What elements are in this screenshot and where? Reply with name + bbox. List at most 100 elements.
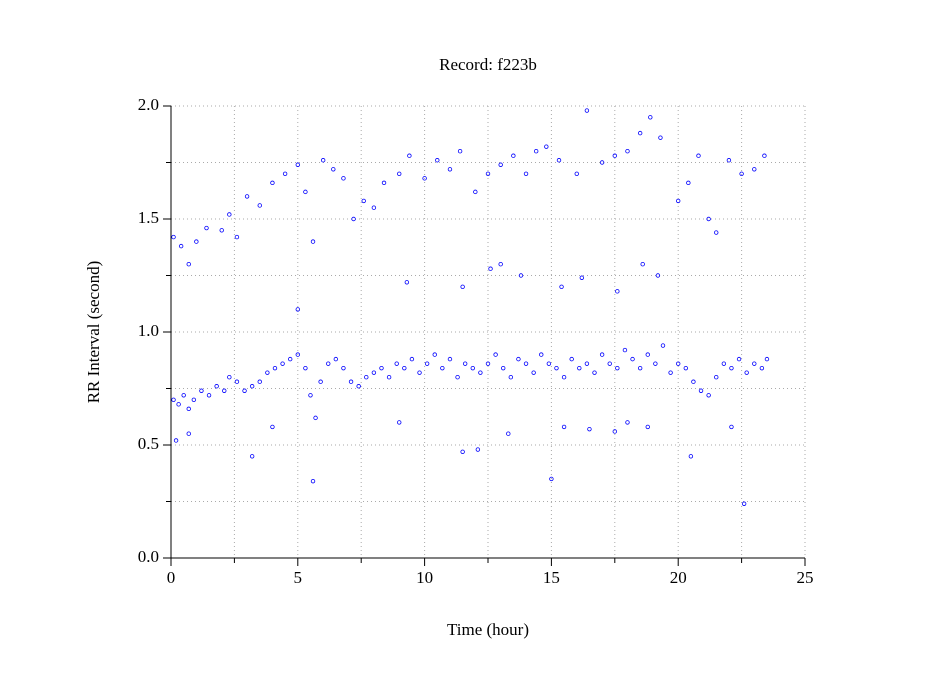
data-point — [191, 397, 197, 402]
data-point — [645, 424, 650, 430]
data-point — [204, 225, 209, 231]
data-point — [303, 365, 308, 371]
data-point — [584, 361, 590, 366]
data-point — [295, 307, 300, 312]
data-point — [404, 280, 410, 285]
data-point — [584, 108, 590, 113]
data-point — [176, 402, 181, 407]
data-point — [625, 420, 630, 425]
data-point — [729, 365, 734, 371]
x-tick-label: 25 — [797, 568, 814, 587]
data-point — [470, 365, 475, 371]
data-point — [762, 153, 767, 158]
data-point — [320, 158, 326, 163]
data-point — [592, 370, 597, 375]
data-point — [625, 148, 630, 154]
data-point — [265, 370, 270, 375]
data-point — [394, 361, 399, 366]
data-point — [348, 379, 354, 384]
data-point — [615, 365, 620, 371]
x-tick-label: 10 — [416, 568, 433, 587]
data-point — [726, 158, 732, 163]
y-tick-label: 0.0 — [138, 547, 159, 566]
data-point — [219, 228, 224, 233]
data-point — [640, 262, 645, 267]
data-point — [531, 370, 536, 375]
chart-title: Record: f223b — [439, 55, 537, 74]
data-point — [655, 273, 661, 278]
x-tick-label: 20 — [670, 568, 687, 587]
data-point — [599, 352, 605, 357]
data-point — [341, 365, 346, 371]
y-tick-label: 1.5 — [138, 208, 159, 227]
data-point — [561, 375, 567, 380]
data-point — [706, 393, 711, 398]
y-tick-label: 0.5 — [138, 434, 159, 453]
data-point — [356, 384, 361, 389]
data-point — [630, 356, 635, 362]
data-point — [744, 370, 749, 375]
data-point — [407, 153, 412, 158]
data-point — [668, 370, 673, 375]
data-point — [518, 273, 524, 278]
data-point — [460, 284, 465, 289]
data-point — [280, 361, 285, 366]
data-point — [511, 153, 516, 158]
data-point — [653, 361, 658, 366]
data-point — [397, 420, 402, 425]
data-point — [303, 189, 308, 195]
data-point — [544, 144, 549, 149]
data-point — [516, 356, 521, 362]
data-point — [676, 198, 681, 204]
data-point — [270, 180, 275, 186]
data-point — [227, 212, 232, 217]
data-point — [462, 361, 468, 366]
data-point — [379, 365, 384, 371]
data-point — [714, 375, 719, 380]
data-point — [173, 438, 179, 443]
data-point — [587, 426, 592, 432]
data-point — [475, 447, 481, 452]
data-point — [381, 180, 387, 186]
data-point — [402, 365, 407, 371]
data-point — [501, 365, 506, 371]
data-point — [648, 115, 653, 120]
data-point — [440, 365, 445, 371]
data-point — [214, 384, 219, 389]
data-point — [523, 171, 529, 176]
data-point — [313, 415, 318, 421]
data-point — [686, 180, 691, 186]
data-point — [523, 361, 529, 366]
data-point — [539, 352, 544, 357]
data-point — [186, 406, 191, 412]
data-point — [506, 431, 511, 436]
data-point — [272, 365, 278, 371]
data-point — [351, 216, 356, 222]
data-point — [637, 365, 643, 371]
data-point — [607, 361, 612, 366]
data-point — [498, 262, 503, 267]
data-point — [569, 356, 574, 362]
data-point — [546, 361, 552, 366]
data-point — [612, 429, 617, 434]
data-point — [696, 153, 701, 158]
data-point — [186, 431, 191, 436]
data-point — [424, 361, 430, 366]
data-point — [242, 388, 247, 393]
data-point — [171, 234, 176, 240]
data-point — [691, 379, 696, 384]
data-point — [341, 176, 346, 181]
data-point — [660, 343, 666, 348]
data-point — [422, 176, 427, 181]
data-point — [736, 356, 742, 362]
y-tick-label: 2.0 — [138, 95, 159, 114]
data-point — [493, 352, 498, 357]
data-point — [371, 370, 377, 375]
data-point — [257, 203, 262, 208]
data-point — [447, 356, 453, 362]
x-tick-label: 15 — [543, 568, 560, 587]
data-point — [637, 130, 643, 136]
data-point — [326, 361, 331, 366]
data-point — [249, 454, 255, 459]
